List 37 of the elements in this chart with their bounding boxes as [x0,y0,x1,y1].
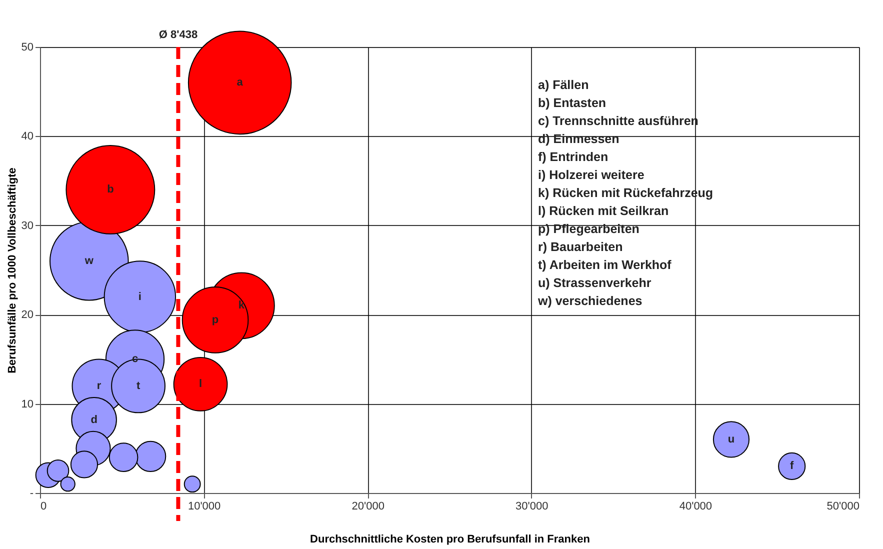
annotation: k [238,300,246,312]
annotation: a) Fällen [538,78,589,92]
annotation: u) Strassenverkehr [538,276,652,290]
x-tick-label: 10'000 [188,500,221,512]
x-axis-title: Durchschnittliche Kosten pro Berufsunfall in Franken [310,534,590,546]
y-tick-label: 30 [21,220,34,232]
y-tick-label: 20 [21,309,34,322]
annotation: b) Entasten [538,96,606,110]
annotation: d [90,414,98,426]
annotation: w) verschiedenes [537,294,642,308]
annotation: p [212,314,219,326]
x-tick-label: 30'000 [516,500,548,512]
annotation: l [198,378,202,390]
annotation: u [728,433,735,446]
annotation: p) Pflegearbeiten [538,222,640,236]
annotation: r) Bauarbeiten [538,240,623,254]
x-tick-label: 50'000 [826,500,860,512]
annotation: f) Entrinden [538,150,608,164]
y-tick-label: 50 [21,42,34,54]
x-tick-label: 40'000 [679,500,712,512]
annotation: b [107,184,114,196]
annotation: l) Rücken mit Seilkran [538,204,669,218]
x-tick-label: 0 [40,500,47,512]
annotation: i [138,290,142,303]
annotation: a [236,76,244,89]
x-tick-label: 20'000 [352,500,384,512]
annotation: i) Holzerei weitere [538,168,644,182]
y-tick-label: 10 [21,398,34,410]
annotation: f [790,460,794,472]
y-tick-label: 40 [21,130,34,143]
annotation: w [84,255,94,268]
annotation: t) Arbeiten im Werkhof [538,258,672,272]
ref-line-label: Ø 8'438 [158,29,198,41]
y-axis-title: Berufsunfälle pro 1000 Vollbeschäftigte [6,168,18,374]
y-tick-label: - [30,488,34,500]
annotation: t [136,380,140,392]
annotation: r [96,380,102,392]
